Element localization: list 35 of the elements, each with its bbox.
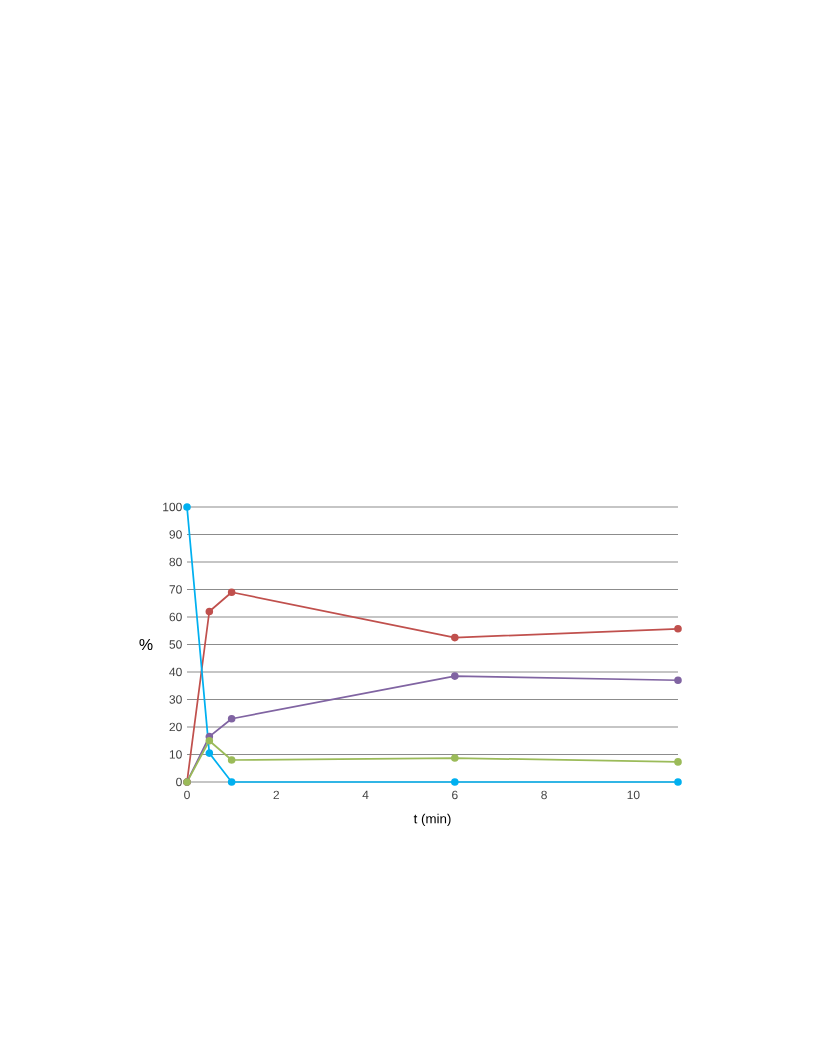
x-axis-title: t (min) [413, 813, 451, 827]
y-tick-label: 20 [169, 722, 182, 732]
point [451, 778, 459, 786]
y-tick-label: 10 [169, 750, 182, 759]
point [674, 676, 682, 685]
x-tick-label: 0 [184, 790, 190, 800]
y-tick-label: 90 [169, 530, 182, 539]
point [451, 754, 459, 762]
point [227, 756, 236, 764]
x-tick-label: 4 [362, 790, 369, 799]
point [205, 749, 214, 757]
point [451, 633, 459, 642]
y-tick-label: 60 [169, 612, 182, 622]
point [227, 778, 236, 786]
y-tick-label: 0 [176, 777, 182, 787]
point [183, 503, 191, 511]
x-tick-label: 8 [541, 790, 547, 800]
point [451, 672, 459, 680]
point [674, 625, 682, 633]
point [227, 588, 236, 597]
y-tick-label: 70 [169, 585, 182, 594]
y-tick-label: 80 [169, 557, 182, 567]
point [674, 758, 682, 766]
point [227, 714, 236, 723]
point [205, 736, 214, 745]
point [674, 778, 682, 786]
x-tick-label: 6 [452, 790, 458, 800]
y-tick-label: 100 [163, 502, 182, 512]
y-tick-label: 50 [169, 640, 182, 649]
y-tick-label: 40 [169, 667, 182, 677]
point [205, 607, 214, 616]
y-tick-label: 30 [169, 695, 182, 704]
x-tick-label: 2 [273, 790, 279, 800]
y-axis-title: % [139, 638, 153, 651]
x-tick-label: 10 [627, 790, 640, 800]
